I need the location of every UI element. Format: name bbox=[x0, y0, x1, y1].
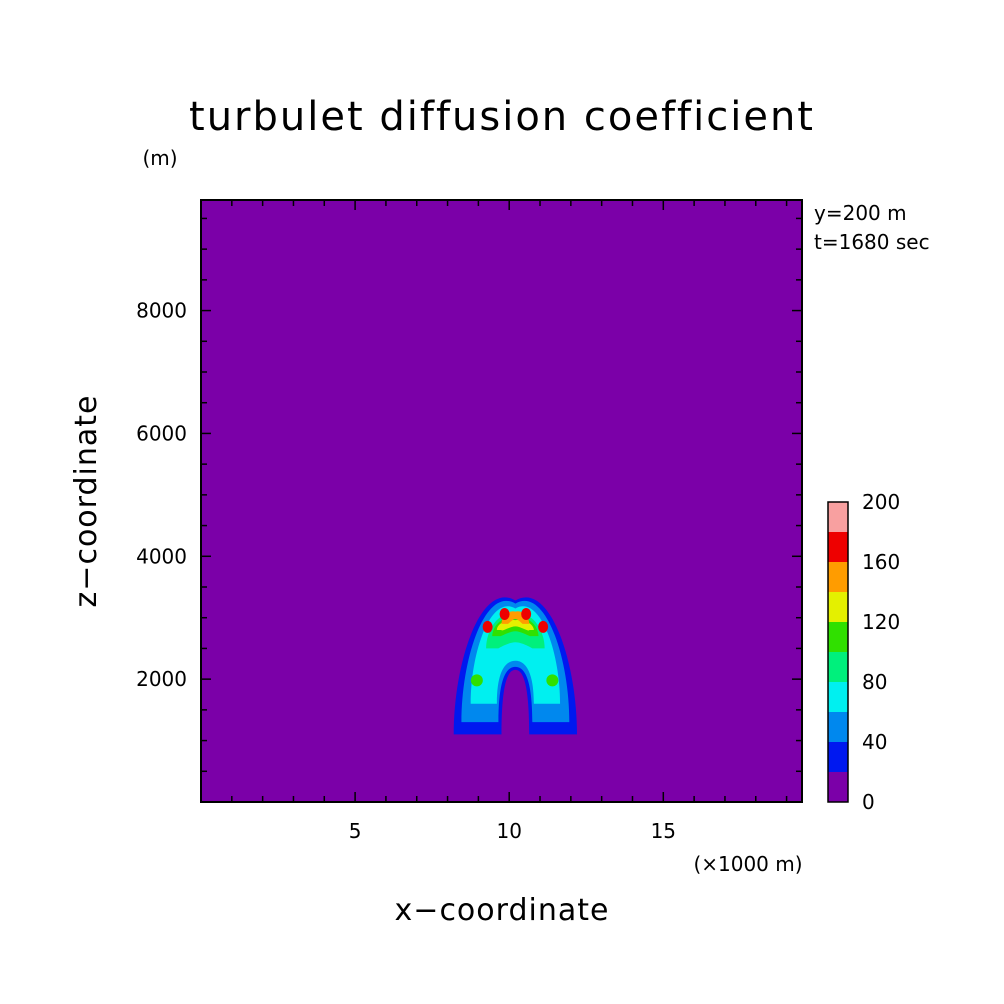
y-tick-label: 4000 bbox=[136, 544, 187, 568]
axis-ticks: 5 10 15 2000 4000 6000 8000 bbox=[136, 200, 802, 843]
y-tick-label: 6000 bbox=[136, 421, 187, 445]
colorbar-swatch bbox=[828, 562, 848, 592]
contour-peak bbox=[482, 620, 493, 633]
x-unit-label: (×1000 m) bbox=[693, 852, 802, 876]
plot-frame bbox=[200, 199, 803, 803]
colorbar-label: 200 bbox=[862, 490, 900, 514]
contour-peak bbox=[521, 608, 532, 621]
colorbar-label: 160 bbox=[862, 550, 900, 574]
plume-contours bbox=[453, 597, 578, 735]
x-tick-label: 10 bbox=[496, 819, 521, 843]
colorbar-swatch bbox=[828, 592, 848, 622]
colorbar-label: 40 bbox=[862, 730, 887, 754]
colorbar-label: 80 bbox=[862, 670, 887, 694]
colorbar-swatch bbox=[828, 742, 848, 772]
y-unit-label: (m) bbox=[142, 146, 177, 170]
colorbar-swatch bbox=[828, 502, 848, 532]
colorbar-swatch bbox=[828, 652, 848, 682]
x-tick-label: 15 bbox=[651, 819, 676, 843]
x-tick-label: 5 bbox=[349, 819, 362, 843]
colorbar-swatch bbox=[828, 622, 848, 652]
contour-peak bbox=[538, 620, 549, 633]
colorbar-swatch bbox=[828, 532, 848, 562]
plot-area: 5 10 15 2000 4000 6000 8000 bbox=[136, 199, 803, 843]
colorbar-swatch bbox=[828, 712, 848, 742]
colorbar-swatch bbox=[828, 682, 848, 712]
y-axis-title: z−coordinate bbox=[69, 395, 104, 608]
contour-spot bbox=[546, 674, 559, 687]
colorbar-frame bbox=[827, 501, 849, 803]
contour-peak bbox=[499, 608, 510, 621]
colorbar-label: 0 bbox=[862, 790, 875, 814]
chart-title: turbulet diffusion coefficient bbox=[189, 94, 815, 140]
colorbar-label: 120 bbox=[862, 610, 900, 634]
x-axis-title: x−coordinate bbox=[395, 893, 610, 928]
y-tick-label: 8000 bbox=[136, 299, 187, 323]
annotation-t: t=1680 sec bbox=[814, 230, 930, 254]
y-tick-label: 2000 bbox=[136, 667, 187, 691]
contour-spot bbox=[470, 674, 483, 687]
annotation-y: y=200 m bbox=[814, 201, 907, 225]
colorbar: 0 40 80 120 160 200 bbox=[827, 490, 900, 814]
colorbar-swatch bbox=[828, 772, 848, 802]
